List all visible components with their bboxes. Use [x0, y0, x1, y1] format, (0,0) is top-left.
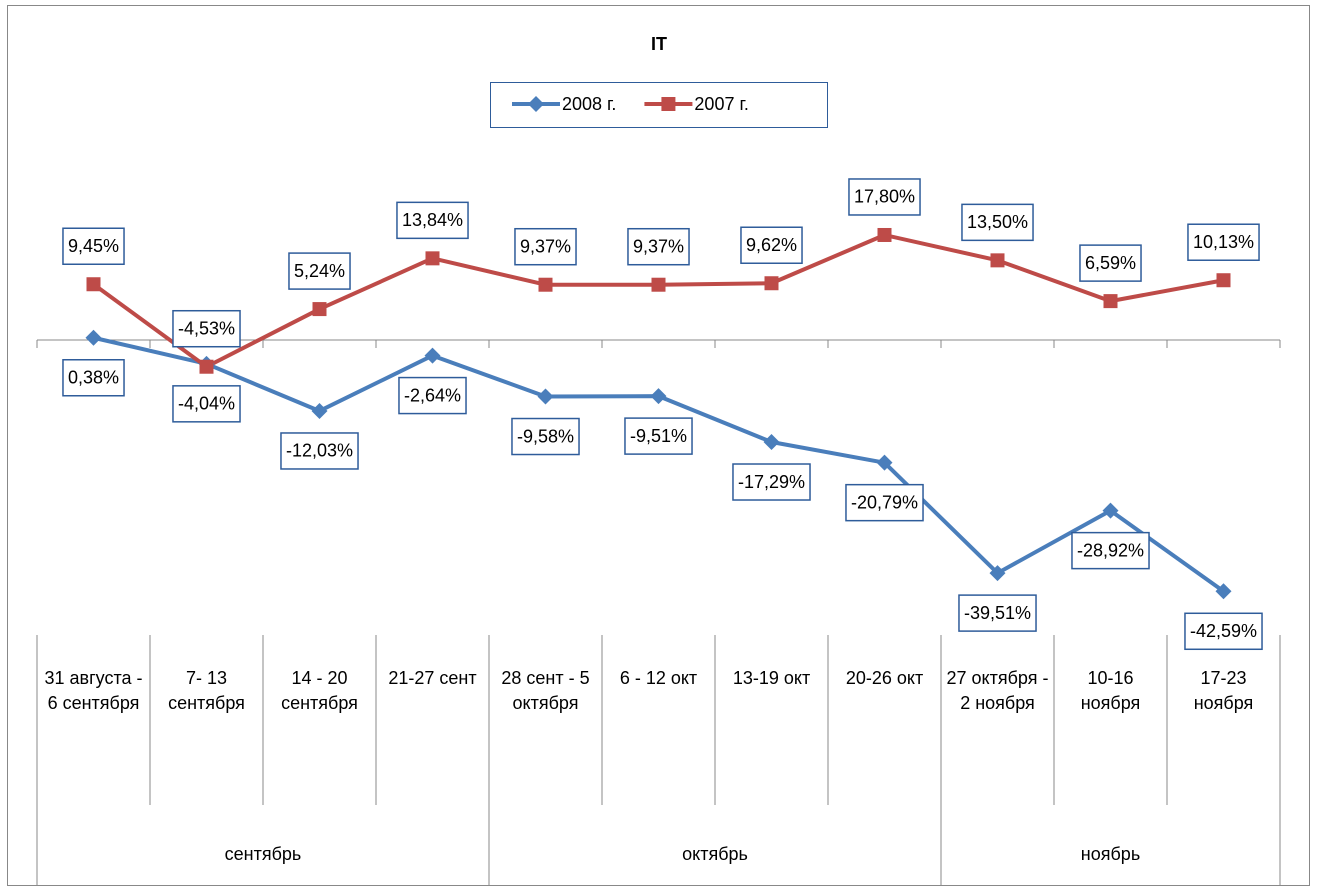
x-tick-label: 21-27 сент — [388, 668, 477, 688]
point — [1102, 502, 1119, 519]
data-label: -4,04% — [178, 394, 235, 414]
data-label: -17,29% — [738, 472, 805, 492]
data-label: -39,51% — [964, 603, 1031, 623]
data-label: 9,37% — [633, 236, 684, 256]
point — [424, 347, 441, 364]
point — [86, 277, 101, 292]
data-label: 13,50% — [967, 212, 1028, 232]
x-tick-label: 31 августа - 6 сентября — [44, 668, 143, 713]
label-box — [740, 226, 803, 264]
data-label: -9,51% — [630, 426, 687, 446]
legend-label: 2007 г. — [694, 94, 748, 114]
label-box — [1079, 244, 1142, 282]
point — [876, 454, 893, 471]
x-tick-label: 6 - 12 окт — [619, 668, 698, 688]
x-tick-label: 13-19 окт — [732, 668, 811, 688]
x-tick-label: 27 октября - 2 ноября — [946, 668, 1049, 713]
point — [538, 277, 553, 292]
label-box — [732, 463, 811, 501]
x-tick-label: 14 - 20 сентября — [281, 668, 358, 713]
point — [425, 251, 440, 266]
label-box — [396, 201, 469, 240]
label-box — [845, 483, 924, 522]
x-tick-label: 7- 13 сентября — [168, 668, 245, 713]
point — [650, 388, 667, 405]
legend-marker — [661, 97, 676, 111]
label-box — [1184, 612, 1263, 651]
data-label: -42,59% — [1190, 621, 1257, 641]
label-box — [511, 417, 580, 456]
label-box — [172, 385, 241, 423]
label-box — [1071, 531, 1150, 570]
point — [989, 565, 1006, 582]
data-label: -28,92% — [1077, 540, 1144, 560]
x-tick-label: 10-16 ноября — [1080, 668, 1141, 713]
point — [312, 302, 327, 317]
label-box — [961, 203, 1034, 242]
point — [1215, 583, 1232, 600]
data-label: 17,80% — [854, 187, 915, 207]
label-box — [172, 309, 241, 348]
group-label: сентябрь — [225, 844, 302, 864]
data-label: 6,59% — [1085, 253, 1136, 273]
data-label: -4,53% — [178, 318, 235, 338]
data-label: -20,79% — [851, 492, 918, 512]
label-box — [288, 252, 351, 290]
legend-label: 2008 г. — [562, 94, 616, 114]
label-box — [627, 227, 690, 266]
x-tick-label: 17-23 ноября — [1193, 668, 1254, 713]
label-box — [280, 432, 359, 470]
label-box — [958, 594, 1037, 632]
data-label: 9,45% — [68, 236, 119, 256]
point — [877, 227, 892, 242]
data-label: -2,64% — [404, 385, 461, 405]
data-label: 10,13% — [1193, 232, 1254, 252]
data-label: -12,03% — [286, 441, 353, 461]
point — [1103, 294, 1118, 309]
group-label: октябрь — [682, 844, 748, 864]
label-box — [398, 376, 467, 415]
point — [311, 402, 328, 419]
label-box — [514, 227, 577, 266]
data-label: 13,84% — [402, 210, 463, 230]
point — [1216, 273, 1231, 288]
point — [85, 329, 102, 346]
point — [764, 276, 779, 291]
group-label: ноябрь — [1081, 844, 1140, 864]
chart-title: IT — [651, 34, 667, 54]
data-label: 5,24% — [294, 261, 345, 281]
point — [763, 434, 780, 451]
label-box — [848, 178, 921, 216]
x-tick-label: 20-26 окт — [845, 668, 924, 688]
point — [537, 388, 554, 405]
point — [199, 359, 214, 374]
label-box — [1187, 223, 1260, 261]
legend-marker — [528, 96, 544, 112]
label-box — [62, 227, 125, 265]
label-box — [62, 359, 125, 397]
point — [990, 253, 1005, 268]
data-label: -9,58% — [517, 426, 574, 446]
data-label: 9,62% — [746, 235, 797, 255]
label-box — [624, 417, 693, 455]
x-tick-label: 28 сент - 5 октября — [501, 668, 590, 713]
data-label: 9,37% — [520, 236, 571, 256]
data-label: 0,38% — [68, 368, 119, 388]
point — [651, 277, 666, 292]
